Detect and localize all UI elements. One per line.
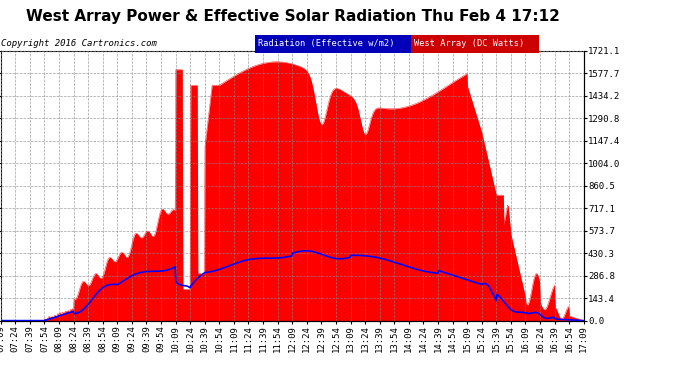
Text: West Array Power & Effective Solar Radiation Thu Feb 4 17:12: West Array Power & Effective Solar Radia… bbox=[26, 9, 560, 24]
Text: Radiation (Effective w/m2): Radiation (Effective w/m2) bbox=[258, 39, 395, 48]
Text: West Array (DC Watts): West Array (DC Watts) bbox=[414, 39, 524, 48]
Text: Copyright 2016 Cartronics.com: Copyright 2016 Cartronics.com bbox=[1, 39, 157, 48]
